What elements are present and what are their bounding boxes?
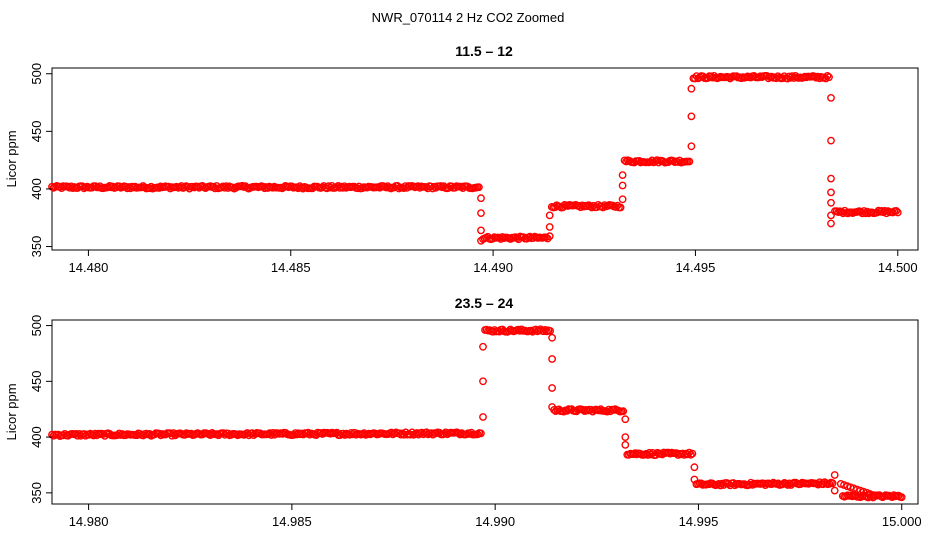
data-point — [545, 223, 554, 231]
data-point — [238, 181, 247, 190]
panel-top: 11.5 – 12 14.480 14.485 14.490 14.495 14.500… — [4, 43, 919, 275]
data-point — [783, 481, 792, 489]
y-tick-label: 350 — [29, 236, 44, 258]
data-point — [618, 181, 627, 190]
data-point — [477, 226, 485, 235]
data-point — [897, 493, 906, 502]
data-point — [827, 136, 835, 145]
data-point — [827, 174, 835, 183]
data-point — [690, 463, 699, 472]
y-axis-top: 350 400 450 500 — [29, 63, 52, 257]
y-axis-label-top: Licor ppm — [4, 130, 19, 187]
x-tick-label: 14.980 — [69, 514, 109, 529]
data-point — [687, 84, 696, 93]
x-tick-label: 14.990 — [475, 514, 515, 529]
data-point — [587, 203, 596, 212]
data-point — [542, 233, 550, 242]
x-tick-label: 14.480 — [69, 260, 109, 275]
data-point — [477, 209, 485, 218]
data-point — [618, 195, 627, 204]
data-point — [827, 211, 835, 220]
data-point — [685, 157, 694, 166]
x-tick-label: 14.995 — [679, 514, 719, 529]
data-point — [479, 342, 487, 351]
data-point — [619, 407, 628, 416]
data-point — [546, 326, 554, 335]
data-point — [688, 449, 697, 458]
data-point — [892, 206, 901, 215]
x-tick-label: 14.985 — [272, 514, 312, 529]
panel-bottom: 23.5 – 24 14.980 14.985 14.990 14.995 15.000… — [4, 295, 922, 529]
series-points-top — [48, 72, 902, 245]
data-point — [825, 73, 833, 82]
data-point — [827, 188, 835, 197]
data-point — [687, 112, 696, 121]
data-point — [479, 413, 487, 421]
plot-frame-top — [51, 67, 919, 251]
data-point — [893, 208, 902, 217]
panel-title-top: 11.5 – 12 — [455, 43, 513, 59]
data-point — [830, 471, 839, 479]
y-tick-label: 450 — [29, 370, 44, 392]
data-point — [618, 171, 627, 180]
data-point — [830, 486, 839, 495]
data-point — [545, 232, 554, 241]
x-tick-label: 14.495 — [676, 260, 716, 275]
data-point — [548, 384, 556, 392]
x-tick-label: 15.000 — [882, 514, 922, 529]
y-tick-label: 500 — [29, 315, 44, 337]
data-point — [648, 156, 656, 165]
y-tick-label: 400 — [29, 426, 44, 448]
x-axis-top: 14.480 14.485 14.490 14.495 14.500 — [69, 249, 918, 275]
x-axis-bottom: 14.980 14.985 14.990 14.995 15.000 — [69, 503, 922, 529]
data-point — [621, 415, 630, 424]
data-point — [543, 234, 552, 243]
data-point — [545, 211, 554, 220]
plot-frame-bottom — [51, 319, 919, 505]
x-tick-label: 14.500 — [878, 260, 918, 275]
data-point — [869, 491, 878, 499]
data-point — [853, 485, 861, 494]
data-point — [474, 183, 483, 192]
data-point — [866, 490, 874, 498]
data-point — [687, 142, 696, 151]
data-point — [476, 429, 485, 438]
y-axis-label-bottom: Licor ppm — [4, 383, 19, 440]
data-point — [827, 198, 835, 207]
data-point — [548, 333, 556, 342]
data-point — [548, 355, 556, 363]
data-point — [477, 194, 485, 203]
data-point — [621, 433, 630, 441]
x-tick-label: 14.485 — [271, 260, 311, 275]
data-point — [616, 203, 625, 212]
data-point — [686, 450, 695, 459]
panel-title-bottom: 23.5 – 24 — [455, 295, 514, 311]
data-point — [436, 182, 445, 190]
y-tick-label: 500 — [29, 63, 44, 85]
data-point — [473, 430, 482, 439]
y-axis-bottom: 350 400 450 500 — [29, 315, 52, 504]
series-points-bottom — [48, 325, 906, 502]
data-point — [683, 450, 692, 459]
figure-suptitle: NWR_070114 2 Hz CO2 Zoomed — [372, 10, 565, 25]
data-point — [828, 479, 837, 488]
data-point — [690, 475, 699, 484]
y-tick-label: 350 — [29, 482, 44, 504]
data-point — [827, 94, 835, 102]
data-point — [541, 325, 550, 334]
y-tick-label: 450 — [29, 121, 44, 143]
data-point — [846, 483, 855, 492]
data-point — [477, 236, 485, 245]
data-point — [548, 403, 556, 411]
data-point — [859, 487, 868, 496]
data-point — [611, 203, 620, 211]
data-point — [823, 72, 832, 80]
data-point — [827, 219, 835, 228]
data-point — [479, 377, 487, 386]
y-tick-label: 400 — [29, 178, 44, 200]
data-point — [621, 440, 630, 449]
x-tick-label: 14.490 — [473, 260, 513, 275]
